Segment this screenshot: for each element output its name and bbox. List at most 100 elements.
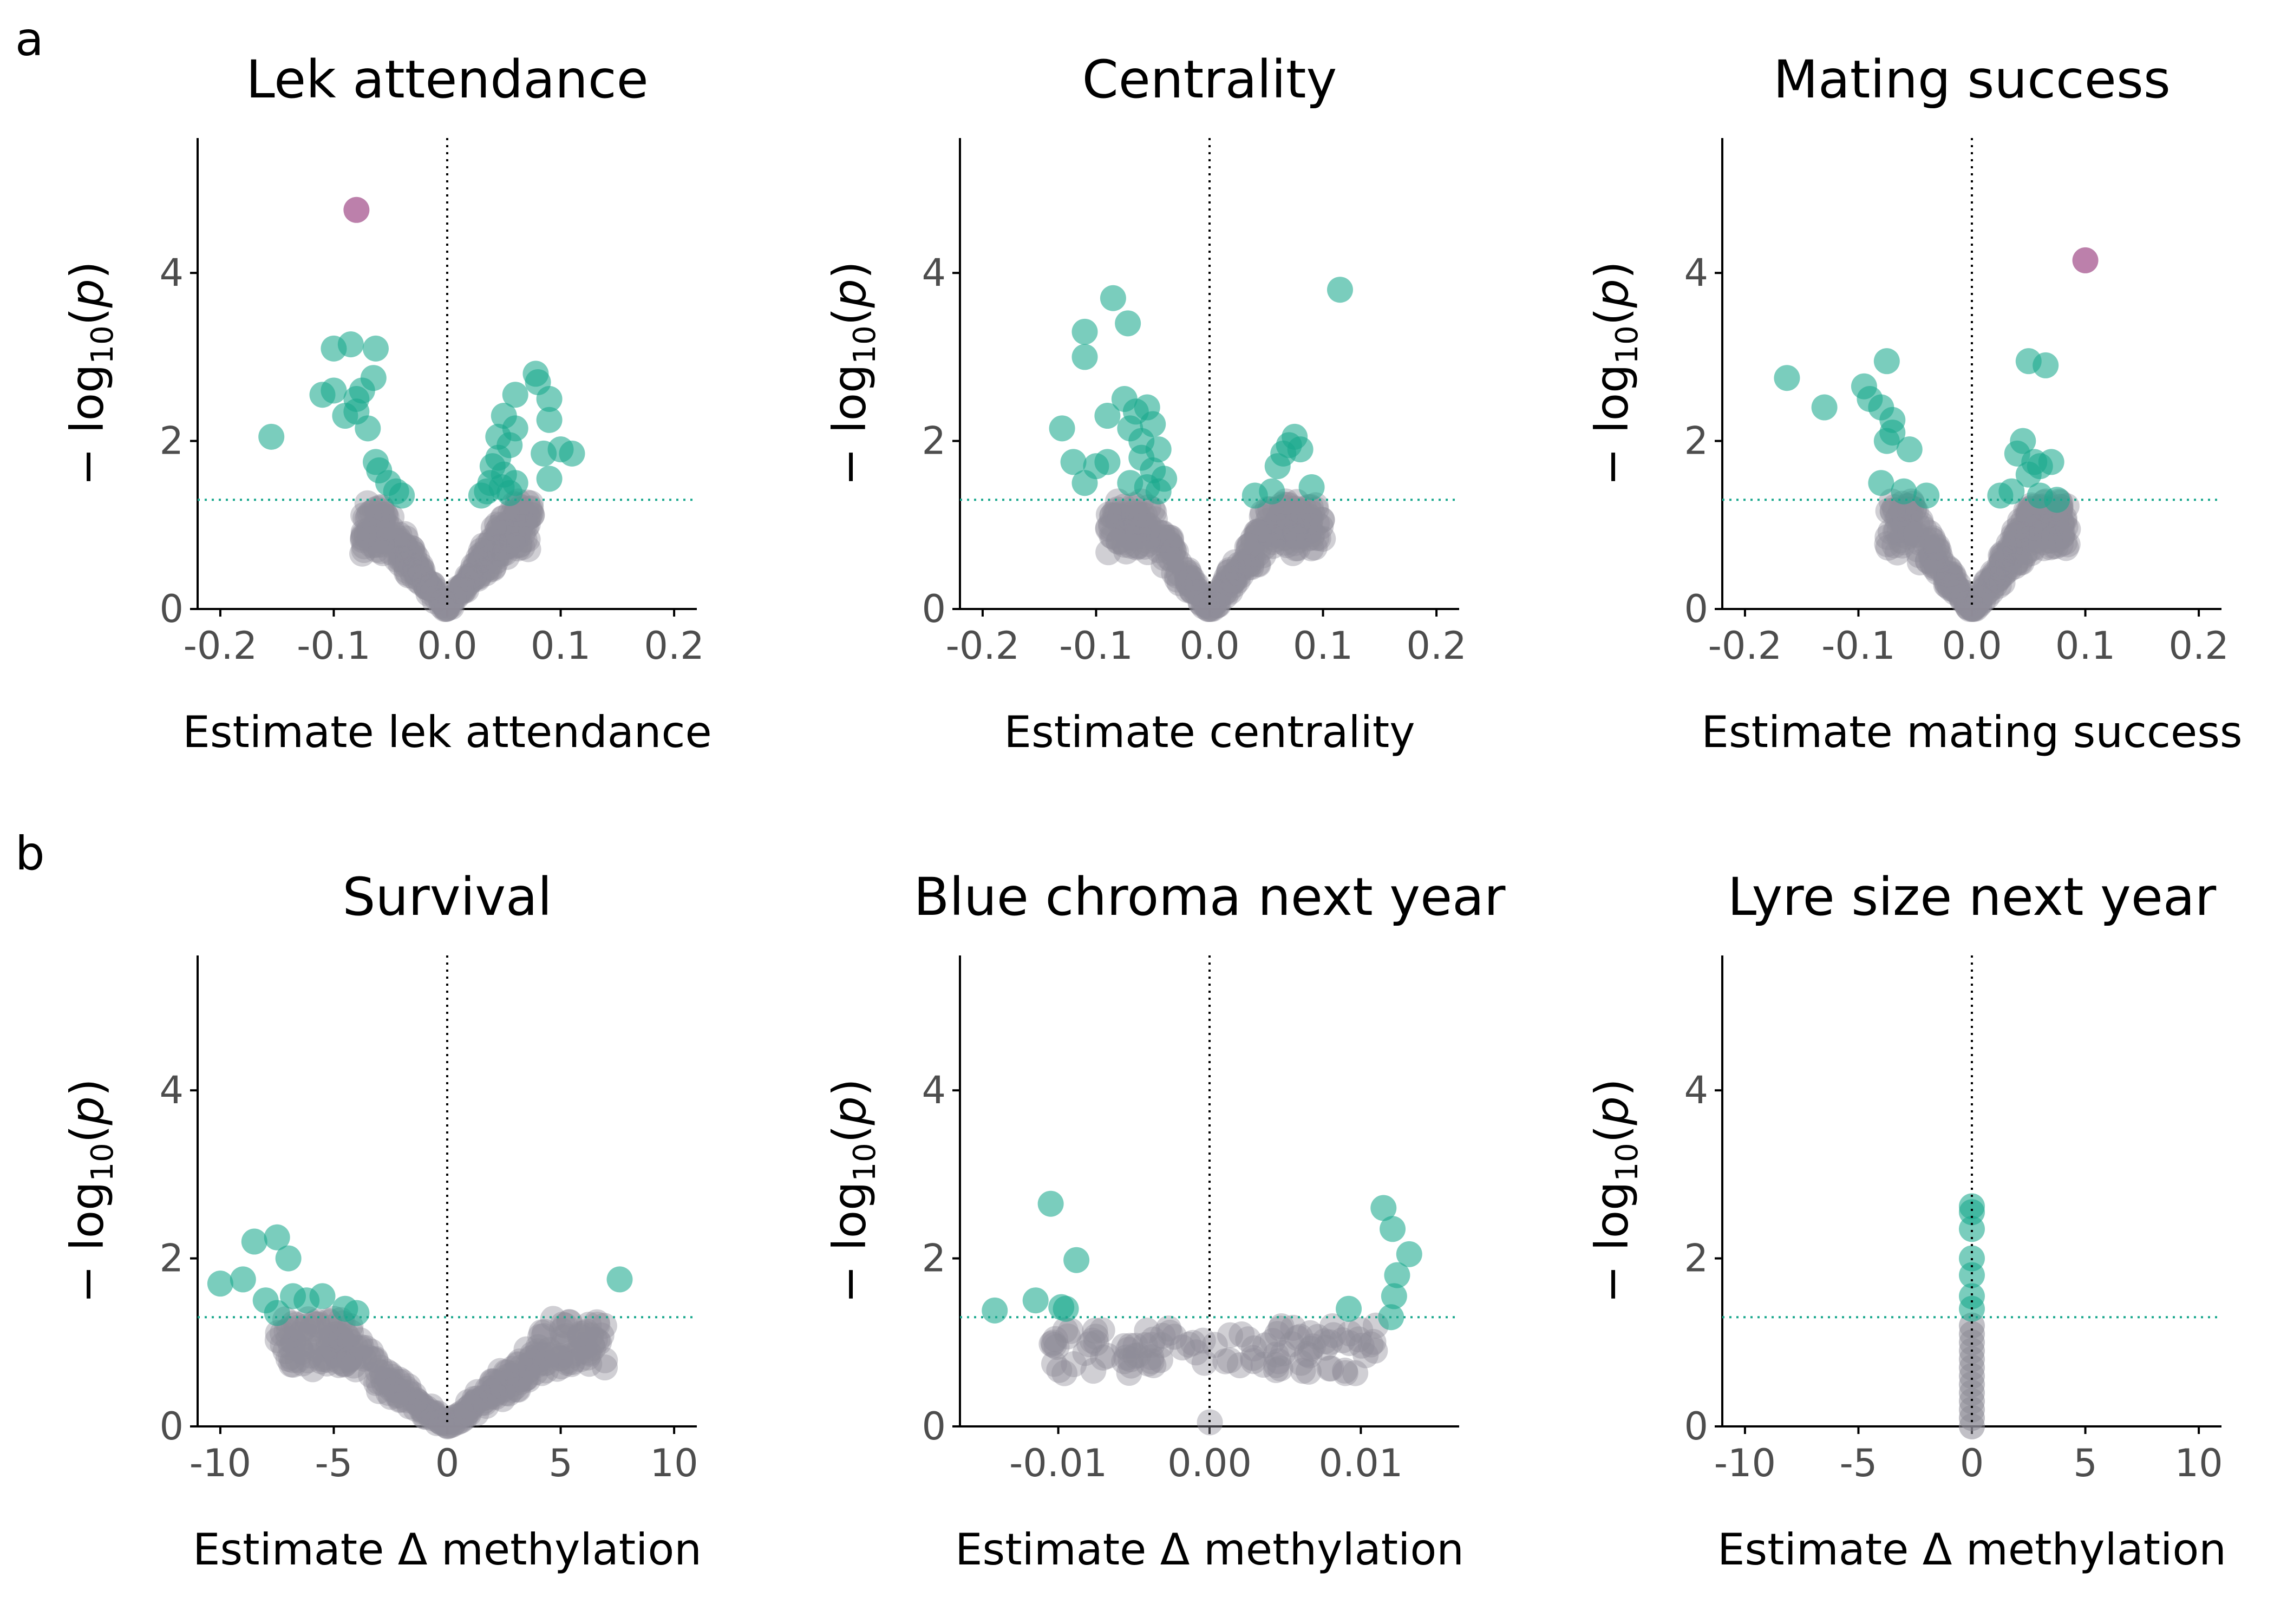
nonsignificant-point bbox=[469, 546, 495, 572]
nonsignificant-point bbox=[501, 1374, 528, 1400]
significant-point bbox=[1145, 436, 1172, 463]
x-axis-label: Estimate Δ methylation bbox=[955, 1524, 1464, 1575]
nonsignificant-point bbox=[403, 553, 429, 580]
nonsignificant-point bbox=[377, 539, 404, 565]
nonsignificant-point bbox=[289, 1339, 315, 1365]
nonsignificant-point bbox=[408, 555, 435, 582]
nonsignificant-point bbox=[1257, 516, 1283, 542]
nonsignificant-point bbox=[1991, 541, 2017, 568]
nonsignificant-point bbox=[514, 512, 541, 538]
nonsignificant-point bbox=[1285, 527, 1312, 553]
nonsignificant-point bbox=[1061, 1351, 1087, 1378]
nonsignificant-point bbox=[1893, 504, 1920, 531]
significant-point bbox=[343, 1300, 370, 1326]
nonsignificant-point bbox=[1922, 547, 1949, 574]
nonsignificant-point bbox=[337, 1328, 364, 1355]
x-tick-label: 0.0 bbox=[1179, 624, 1239, 668]
nonsignificant-point bbox=[1308, 514, 1334, 540]
nonsignificant-point bbox=[330, 1351, 357, 1377]
significant-point bbox=[264, 1300, 290, 1326]
nonsignificant-point bbox=[322, 1342, 348, 1368]
nonsignificant-point bbox=[484, 511, 511, 538]
nonsignificant-point bbox=[515, 1366, 541, 1393]
nonsignificant-point bbox=[2017, 516, 2044, 543]
nonsignificant-point bbox=[465, 565, 491, 592]
nonsignificant-point bbox=[369, 1359, 395, 1386]
nonsignificant-point bbox=[428, 593, 455, 619]
nonsignificant-point bbox=[1329, 1327, 1356, 1353]
significant-point bbox=[468, 482, 494, 509]
nonsignificant-point bbox=[1224, 567, 1251, 594]
nonsignificant-point bbox=[1357, 1331, 1384, 1358]
nonsignificant-point bbox=[576, 1340, 603, 1367]
nonsignificant-point bbox=[411, 1403, 437, 1430]
nonsignificant-point bbox=[318, 1314, 344, 1341]
nonsignificant-point bbox=[1089, 1317, 1115, 1344]
nonsignificant-point bbox=[393, 525, 419, 552]
y-tick-label: 0 bbox=[1684, 1404, 1708, 1449]
nonsignificant-point bbox=[505, 521, 531, 548]
nonsignificant-point bbox=[2012, 510, 2039, 537]
nonsignificant-point bbox=[387, 533, 414, 559]
nonsignificant-point bbox=[1971, 573, 1998, 600]
nonsignificant-point bbox=[347, 1327, 374, 1354]
nonsignificant-point bbox=[1256, 500, 1282, 526]
nonsignificant-point bbox=[428, 1409, 454, 1435]
nonsignificant-point bbox=[1297, 1335, 1324, 1362]
nonsignificant-point bbox=[1891, 529, 1917, 555]
nonsignificant-point bbox=[1117, 1333, 1143, 1359]
nonsignificant-point bbox=[1936, 572, 1963, 599]
y-tick-label: 2 bbox=[1684, 1236, 1708, 1281]
significant-point bbox=[1384, 1262, 1410, 1288]
nonsignificant-point bbox=[1291, 496, 1318, 522]
nonsignificant-point bbox=[354, 506, 381, 532]
nonsignificant-point bbox=[592, 1354, 618, 1381]
nonsignificant-point bbox=[1970, 587, 1996, 614]
significant-point bbox=[1381, 1283, 1407, 1309]
nonsignificant-point bbox=[1174, 569, 1200, 595]
nonsignificant-point bbox=[1895, 497, 1922, 524]
nonsignificant-point bbox=[518, 499, 544, 526]
nonsignificant-point bbox=[395, 562, 422, 588]
nonsignificant-point bbox=[459, 567, 485, 593]
nonsignificant-point bbox=[1997, 546, 2024, 572]
nonsignificant-point bbox=[1229, 1321, 1255, 1347]
nonsignificant-point bbox=[432, 589, 458, 615]
nonsignificant-point bbox=[402, 554, 429, 581]
nonsignificant-point bbox=[502, 522, 528, 548]
nonsignificant-point bbox=[395, 1373, 422, 1399]
nonsignificant-point bbox=[1284, 535, 1311, 561]
nonsignificant-point bbox=[1122, 1343, 1148, 1369]
nonsignificant-point bbox=[1919, 525, 1946, 552]
nonsignificant-point bbox=[1155, 539, 1182, 565]
nonsignificant-point bbox=[431, 596, 458, 622]
nonsignificant-point bbox=[1982, 561, 2009, 587]
nonsignificant-point bbox=[1273, 515, 1300, 541]
y-tick-label: 2 bbox=[1684, 419, 1708, 463]
nonsignificant-point bbox=[1309, 507, 1335, 533]
significant-point bbox=[362, 335, 389, 362]
nonsignificant-point bbox=[1934, 570, 1961, 597]
nonsignificant-point bbox=[1282, 530, 1308, 556]
nonsignificant-point bbox=[1198, 594, 1225, 620]
nonsignificant-point bbox=[392, 550, 419, 577]
nonsignificant-point bbox=[2008, 521, 2035, 548]
nonsignificant-point bbox=[1918, 526, 1944, 553]
nonsignificant-point bbox=[1279, 1331, 1305, 1358]
nonsignificant-point bbox=[279, 1328, 306, 1355]
nonsignificant-point bbox=[1990, 553, 2017, 580]
nonsignificant-point bbox=[1913, 528, 1940, 554]
nonsignificant-point bbox=[1183, 571, 1210, 598]
nonsignificant-point bbox=[417, 579, 444, 606]
nonsignificant-point bbox=[1176, 560, 1203, 586]
nonsignificant-point bbox=[387, 551, 414, 577]
nonsignificant-point bbox=[365, 1378, 392, 1404]
nonsignificant-point bbox=[479, 1368, 506, 1395]
nonsignificant-point bbox=[1123, 534, 1150, 561]
nonsignificant-point bbox=[481, 1380, 507, 1407]
nonsignificant-point bbox=[355, 1344, 382, 1371]
nonsignificant-point bbox=[1197, 596, 1223, 622]
significant-point bbox=[1298, 474, 1325, 500]
nonsignificant-point bbox=[378, 515, 405, 542]
nonsignificant-point bbox=[2018, 540, 2044, 566]
